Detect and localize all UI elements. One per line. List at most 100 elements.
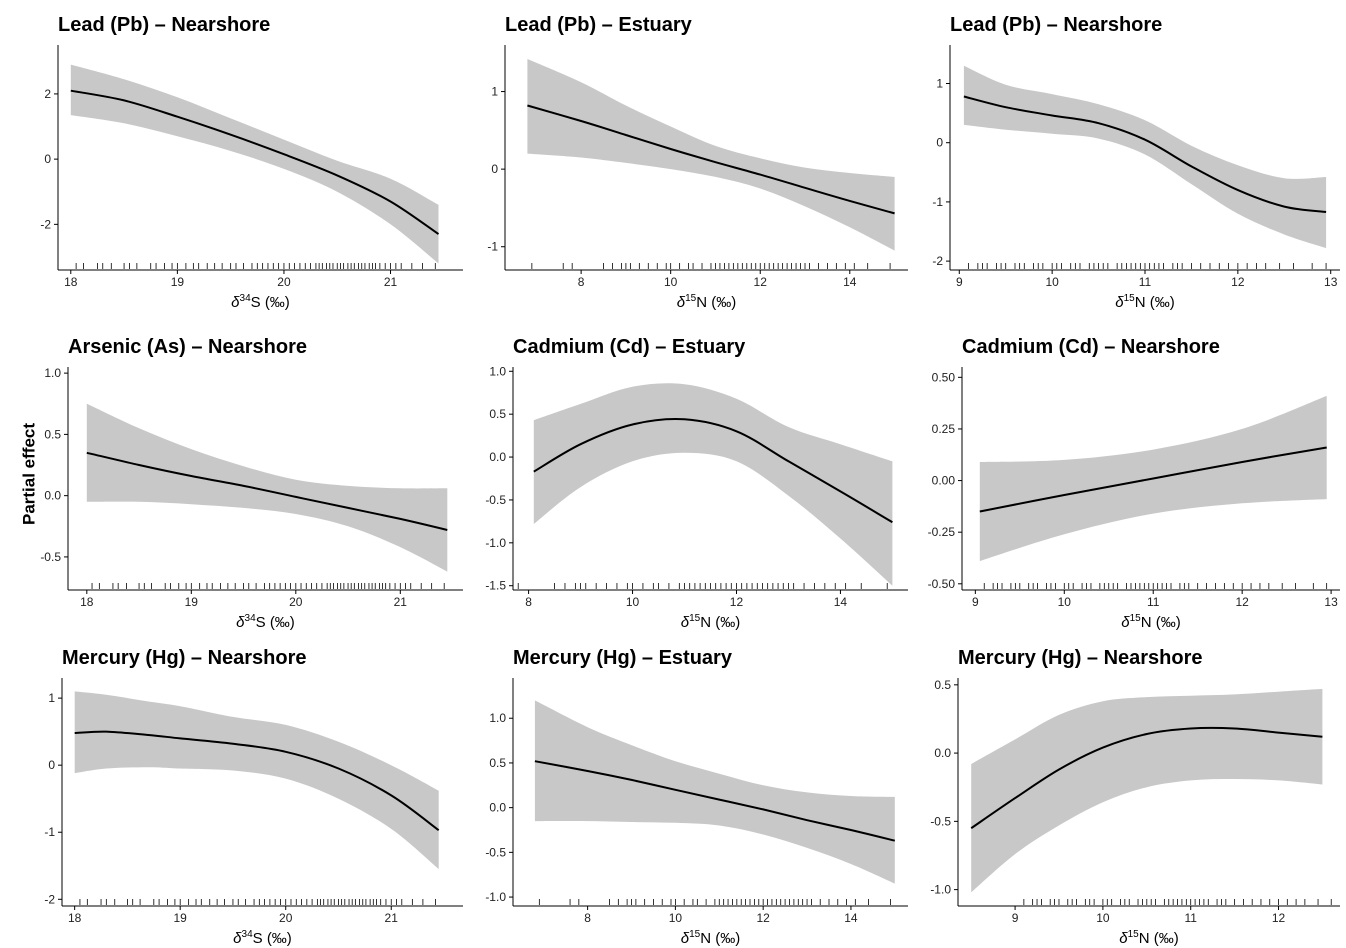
- y-tick-label: 0.5: [44, 427, 61, 441]
- y-tick-label: -2: [40, 217, 51, 231]
- x-tick-label: 20: [277, 275, 291, 289]
- fitted-line: [970, 726, 1323, 830]
- confidence-band: [971, 688, 1323, 893]
- panel-9: Mercury (Hg) – Nearshore -1.0 -0.5 0.0 0.5 9 1…: [930, 647, 1340, 947]
- panel-2: Lead (Pb) – Estuary -1 0 1 8 10 12 14 δ15N (‰): [487, 14, 908, 311]
- y-tick-label: -2: [932, 254, 943, 268]
- y-tick-label: -2: [44, 892, 55, 906]
- x-tick-label: 20: [289, 595, 303, 609]
- fitted-line: [963, 95, 1327, 213]
- x-tick-label: 9: [956, 275, 963, 289]
- y-tick-label: 0.50: [932, 370, 956, 384]
- x-axis-label: δ34S (‰): [233, 929, 292, 947]
- y-tick-label: -0.25: [928, 525, 956, 539]
- y-tick-label: -1.5: [485, 579, 506, 593]
- y-tick-label: 0.0: [44, 489, 61, 503]
- panel-title: Mercury (Hg) – Estuary: [513, 647, 733, 669]
- confidence-band: [70, 64, 439, 264]
- x-tick-label: 12: [754, 275, 768, 289]
- fitted-line: [70, 89, 440, 235]
- y-tick-label: -0.5: [485, 493, 506, 507]
- x-axis-label: δ34S (‰): [231, 293, 290, 311]
- confidence-band: [74, 691, 439, 870]
- x-tick-label: 12: [730, 595, 744, 609]
- x-axis-label: δ34S (‰): [236, 613, 295, 631]
- x-tick-label: 11: [1147, 595, 1160, 609]
- y-tick-label: 0.0: [489, 450, 506, 464]
- x-tick-label: 11: [1184, 911, 1197, 925]
- y-tick-label: 1: [48, 691, 55, 705]
- y-tick-label: 0.5: [489, 756, 506, 770]
- x-axis-label: δ15N (‰): [1115, 293, 1174, 311]
- fitted-line: [979, 446, 1327, 513]
- x-tick-label: 12: [756, 911, 770, 925]
- y-tick-label: 0.00: [932, 474, 956, 488]
- y-tick-label: -1: [487, 240, 498, 254]
- x-axis-label: δ15N (‰): [1119, 929, 1178, 947]
- x-tick-label: 11: [1139, 275, 1152, 289]
- x-tick-label: 21: [385, 911, 399, 925]
- y-tick-label: -1.0: [485, 890, 506, 904]
- y-tick-label: 0: [48, 758, 55, 772]
- y-tick-label: 0.5: [489, 407, 506, 421]
- x-tick-label: 10: [1058, 595, 1072, 609]
- y-tick-label: -0.5: [485, 845, 506, 859]
- fitted-line: [533, 418, 893, 524]
- x-axis-label: δ15N (‰): [677, 293, 736, 311]
- panel-title: Mercury (Hg) – Nearshore: [62, 647, 307, 669]
- y-tick-label: -0.5: [40, 550, 61, 564]
- x-tick-label: 10: [1096, 911, 1110, 925]
- y-tick-label: 1: [936, 76, 943, 90]
- x-tick-label: 8: [525, 595, 532, 609]
- x-tick-label: 18: [80, 595, 94, 609]
- panel-1: Lead (Pb) – Nearshore -2 0 2 18 19 20 21 δ34S (‰…: [40, 14, 463, 311]
- x-tick-label: 19: [174, 911, 188, 925]
- panel-title: Cadmium (Cd) – Estuary: [513, 336, 746, 358]
- panel-7: Mercury (Hg) – Nearshore -2 -1 0 1 18 19 20 21 δ3…: [44, 647, 463, 947]
- y-tick-label: 0.0: [489, 801, 506, 815]
- y-tick-label: 0.25: [932, 422, 956, 436]
- y-axis-label: Partial effect: [19, 423, 38, 525]
- panel-4: Arsenic (As) – Nearshore -0.5 0.0 0.5 1.0 18 1…: [40, 336, 463, 631]
- y-tick-label: 0: [491, 162, 498, 176]
- x-tick-label: 18: [64, 275, 78, 289]
- x-tick-label: 12: [1235, 595, 1249, 609]
- x-tick-label: 9: [972, 595, 979, 609]
- y-tick-label: 1: [491, 85, 498, 99]
- panel-title: Cadmium (Cd) – Nearshore: [962, 336, 1220, 358]
- panel-5: Cadmium (Cd) – Estuary -1.5 -1.0 -0.5 0.0 0.5…: [485, 336, 908, 631]
- panel-6: Cadmium (Cd) – Nearshore -0.50 -0.25 0.00 0.…: [928, 336, 1340, 631]
- confidence-band: [533, 383, 893, 586]
- x-tick-label: 14: [843, 275, 857, 289]
- fitted-line: [74, 730, 440, 832]
- y-tick-label: -1: [932, 195, 943, 209]
- x-tick-label: 9: [1012, 911, 1019, 925]
- x-tick-label: 18: [68, 911, 82, 925]
- x-tick-label: 20: [279, 911, 293, 925]
- x-axis-label: δ15N (‰): [681, 929, 740, 947]
- confidence-band: [963, 65, 1327, 249]
- y-tick-label: -0.5: [930, 814, 951, 828]
- panel-title: Lead (Pb) – Nearshore: [58, 14, 270, 36]
- panel-title: Lead (Pb) – Nearshore: [950, 14, 1162, 36]
- x-tick-label: 13: [1324, 275, 1338, 289]
- x-axis-label: δ15N (‰): [1121, 613, 1180, 631]
- x-tick-label: 10: [669, 911, 683, 925]
- x-tick-label: 19: [185, 595, 199, 609]
- confidence-band: [86, 403, 448, 572]
- x-tick-label: 8: [578, 275, 585, 289]
- panel-8: Mercury (Hg) – Estuary -1.0 -0.5 0.0 0.5 1.0 8…: [485, 647, 908, 947]
- y-tick-label: 1.0: [44, 366, 61, 380]
- y-tick-label: 0.0: [934, 746, 951, 760]
- y-tick-label: 1.0: [489, 711, 506, 725]
- x-tick-label: 21: [394, 595, 408, 609]
- y-tick-label: 0: [936, 136, 943, 150]
- y-tick-label: -1: [44, 825, 55, 839]
- fitted-line: [534, 760, 896, 842]
- x-tick-label: 12: [1231, 275, 1245, 289]
- y-tick-label: 2: [44, 87, 51, 101]
- panel-title: Arsenic (As) – Nearshore: [68, 336, 307, 358]
- x-tick-label: 13: [1324, 595, 1338, 609]
- panel-title: Lead (Pb) – Estuary: [505, 14, 693, 36]
